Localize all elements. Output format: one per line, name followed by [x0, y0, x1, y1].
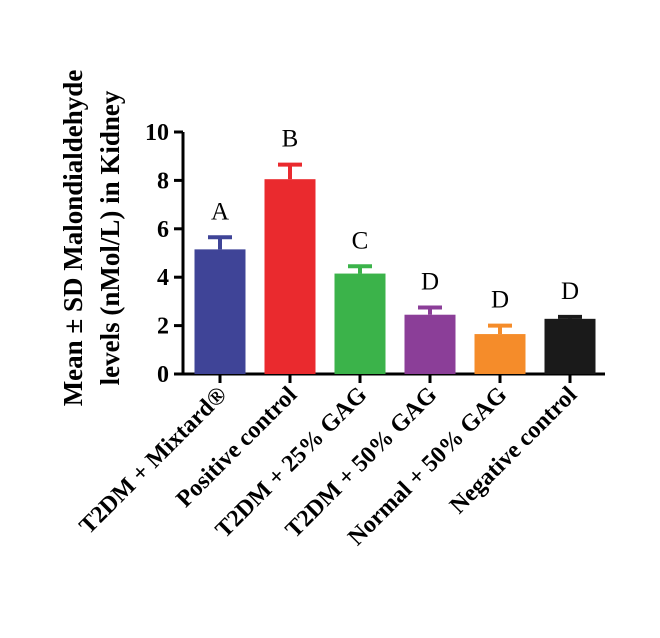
y-tick-label: 2 [157, 314, 169, 340]
bar [404, 314, 456, 374]
y-tick-label: 8 [157, 168, 169, 194]
y-tick-label: 10 [145, 120, 169, 146]
bar [194, 249, 246, 374]
y-tick-label: 6 [157, 217, 169, 243]
bar [264, 179, 316, 374]
significance-label: C [352, 227, 369, 254]
y-tick-label: 4 [157, 265, 169, 291]
significance-label: D [561, 278, 579, 305]
y-axis-title-line-1: Mean ± SD Malondialdehyde [58, 70, 88, 407]
y-tick-label: 0 [157, 362, 169, 388]
x-tick-label: Positive control [172, 382, 303, 513]
significance-label: B [282, 126, 299, 153]
bar [334, 273, 386, 374]
y-axis-title-line-2: levels (nMol/L) in Kidney [95, 90, 125, 385]
bar [544, 318, 596, 374]
significance-label: D [491, 287, 509, 314]
bar [474, 334, 526, 374]
x-tick-label: Negative control [445, 382, 583, 520]
significance-label: A [211, 198, 229, 225]
significance-label: D [421, 268, 439, 295]
y-axis-title: Mean ± SD Malondialdehyde levels (nMol/L… [58, 70, 125, 407]
